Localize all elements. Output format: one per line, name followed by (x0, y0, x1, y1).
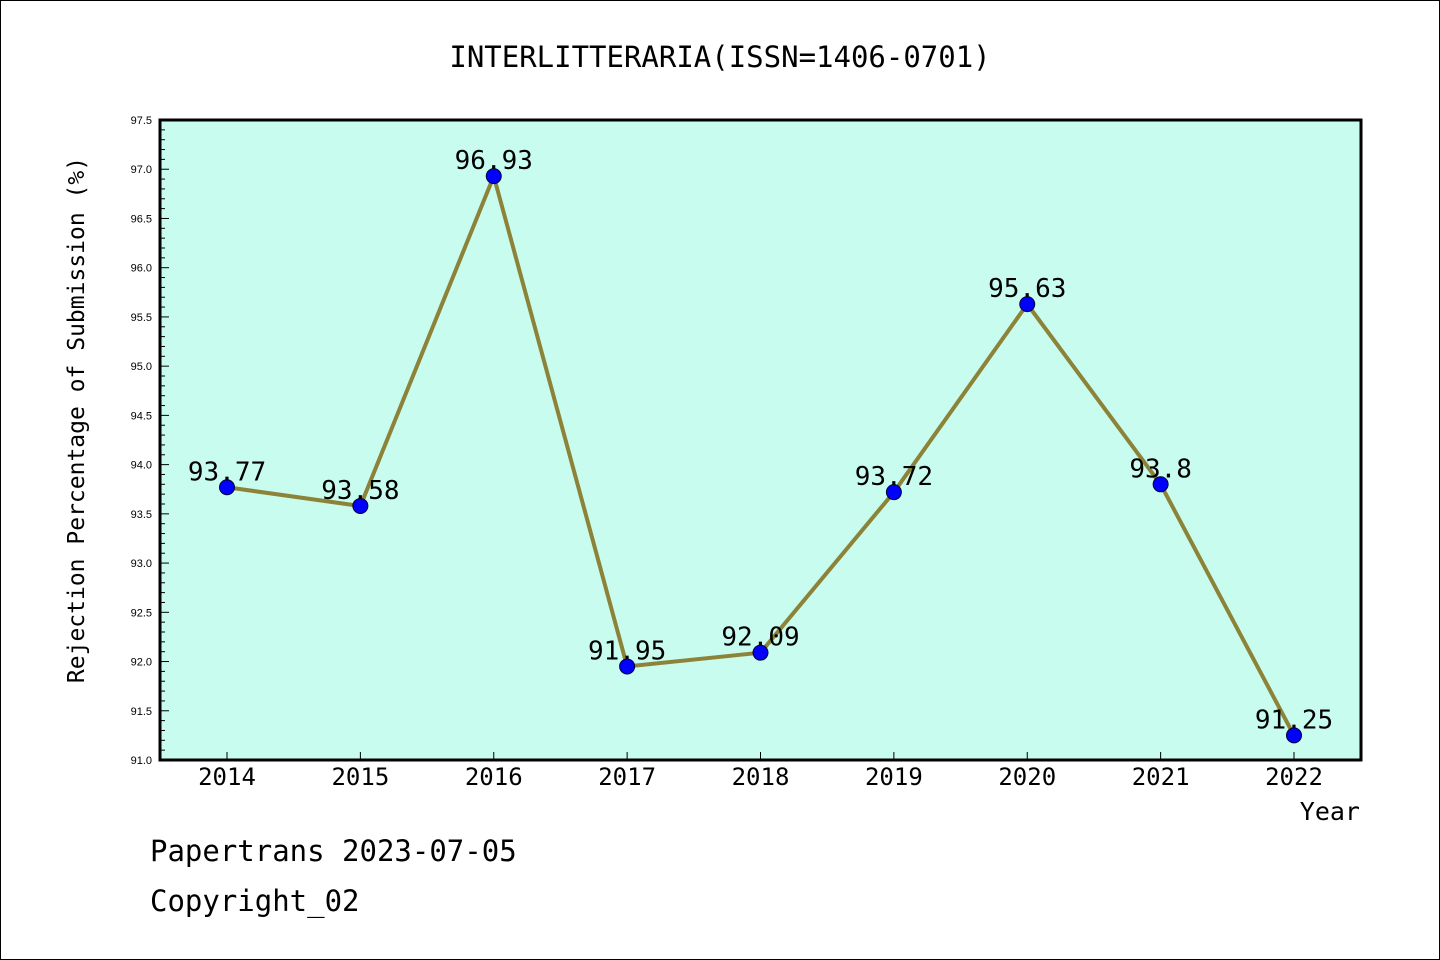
y-tick-label: 93.5 (131, 509, 152, 521)
plot-area (158, 118, 1363, 762)
data-point (352, 497, 369, 514)
y-tick-label: 91.5 (131, 706, 152, 718)
data-label: 93.8 (1129, 454, 1192, 484)
y-tick-label: 97.0 (131, 164, 152, 176)
y-tick-label: 94.0 (131, 460, 152, 472)
y-tick-label: 93.0 (131, 558, 152, 570)
x-tick-label: 2014 (198, 763, 256, 791)
x-tick-label: 2020 (998, 763, 1056, 791)
data-point (1286, 727, 1302, 744)
data-label: 93.77 (188, 457, 266, 487)
x-tick-label: 2015 (331, 763, 389, 791)
data-point (219, 479, 235, 496)
data-label: 93.58 (321, 476, 399, 506)
data-point (619, 658, 636, 675)
y-tick-label: 96.0 (131, 263, 152, 275)
data-label: 95.63 (988, 274, 1066, 304)
y-axis: 91.0 91.5 92.0 92.5 93.0 93.5 94.0 94.5 95.0 95.5… (131, 115, 169, 767)
y-tick-label: 91.0 (131, 755, 152, 767)
x-tick-label: 2021 (1132, 763, 1190, 791)
chart-title: INTERLITTERARIA(ISSN=1406-0701) (449, 40, 990, 74)
data-point (752, 644, 769, 661)
footer-copyright: Copyright_02 (150, 884, 360, 918)
footer-date: Papertrans 2023-07-05 (150, 834, 517, 868)
data-point (885, 484, 902, 501)
y-axis-label: Rejection Percentage of Submission (%) (64, 157, 90, 683)
data-label: 93.72 (855, 462, 933, 492)
x-tick-label: 2016 (465, 763, 523, 791)
data-label: 91.95 (588, 636, 666, 666)
x-axis-label: Year (1300, 797, 1360, 826)
data-point (1019, 296, 1036, 313)
series-group: 93.77 93.58 96.93 91.95 92.09 93.72 95.63 93.8 9… (188, 146, 1333, 744)
y-tick-label: 95.5 (131, 312, 152, 324)
x-tick-label: 2018 (732, 763, 790, 791)
x-tick-label: 2017 (598, 763, 656, 791)
data-label: 91.25 (1255, 705, 1333, 735)
data-label: 96.93 (455, 146, 533, 176)
y-tick-label: 97.5 (131, 115, 152, 127)
y-tick-label: 96.5 (131, 213, 152, 225)
y-tick-label: 92.0 (131, 657, 152, 669)
y-tick-label: 95.0 (131, 361, 152, 373)
data-point (485, 168, 502, 185)
x-tick-label: 2022 (1265, 763, 1323, 791)
y-tick-label: 92.5 (131, 607, 152, 619)
data-point (1152, 476, 1169, 493)
x-axis: 2014 2015 2016 2017 2018 2019 2020 2021 2022 (198, 752, 1323, 791)
x-tick-label: 2019 (865, 763, 923, 791)
y-tick-label: 94.5 (131, 410, 152, 422)
data-label: 92.09 (721, 623, 799, 653)
